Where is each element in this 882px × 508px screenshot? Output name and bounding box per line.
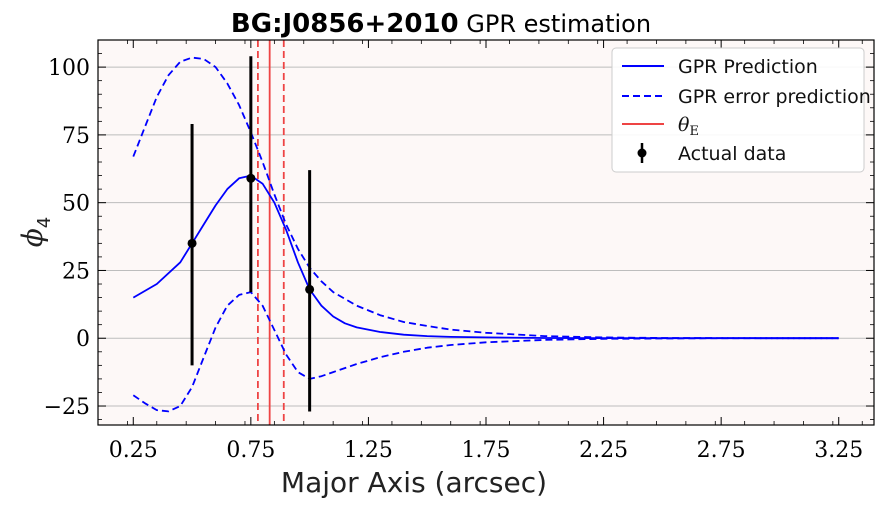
actual-data-point-2 [305, 284, 315, 294]
actual-data-errorbars [187, 56, 315, 412]
axis-ticks [97, 39, 874, 425]
x-tick-label-0: 0.25 [109, 438, 158, 463]
series-layer [132, 56, 839, 413]
theta-e-lines [257, 40, 285, 425]
x-tick-label-5: 2.75 [697, 438, 746, 463]
svg-text:BG:J0856+2010 GPR estimation: BG:J0856+2010 GPR estimation [231, 9, 651, 39]
legend-label-gpr-error: GPR error prediction [678, 86, 871, 108]
legend-label-gpr-prediction: GPR Prediction [678, 56, 818, 78]
y-tick-label-2: 25 [62, 259, 90, 284]
y-tick-labels: −25 0 25 50 75 100 [44, 56, 90, 420]
chart-title-rest: GPR estimation [459, 10, 651, 38]
legend-label-theta-e: θE [678, 114, 699, 139]
x-axis-label: Major Axis (arcsec) [281, 466, 547, 499]
x-tick-label-2: 1.25 [344, 438, 393, 463]
series-line-1 [132, 56, 839, 340]
y-tick-label-5: 100 [48, 56, 90, 81]
y-tick-label-3: 50 [62, 192, 90, 217]
y-tick-label-1: 0 [76, 327, 90, 352]
x-tick-label-4: 2.25 [579, 438, 628, 463]
chart-title-bold: BG:J0856+2010 [231, 9, 459, 39]
legend-label-actual-data: Actual data [678, 143, 786, 165]
legend-box [611, 47, 865, 173]
series-line-0 [132, 174, 839, 340]
x-tick-label-6: 3.25 [814, 438, 863, 463]
series-line-2 [132, 291, 839, 413]
y-tick-label-0: −25 [44, 395, 90, 420]
legend-swatch-actual-data-marker [637, 148, 647, 158]
y-tick-label-4: 75 [62, 124, 90, 149]
y-axis-label: ϕ4 [16, 217, 55, 248]
legend: GPR Prediction GPR error prediction θE A… [611, 47, 871, 173]
x-tick-label-1: 0.75 [226, 438, 275, 463]
actual-data-point-0 [187, 238, 197, 248]
chart-title: BG:J0856+2010 GPR estimation [231, 9, 651, 39]
x-tick-labels: 0.25 0.75 1.25 1.75 2.25 2.75 3.25 [109, 438, 863, 463]
x-tick-label-3: 1.75 [462, 438, 511, 463]
actual-data-point-1 [246, 173, 256, 183]
